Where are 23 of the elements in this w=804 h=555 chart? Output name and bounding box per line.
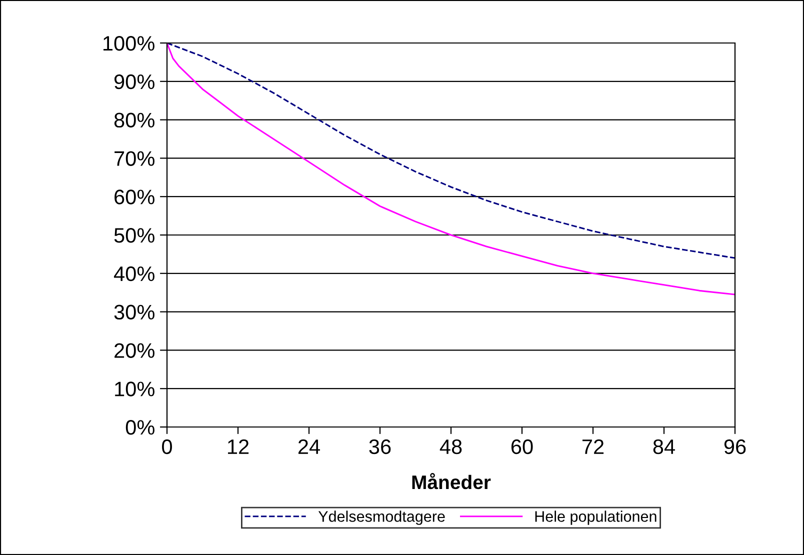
y-tick-label: 40% xyxy=(114,266,154,282)
legend-label: Hele populationen xyxy=(535,510,656,525)
y-tick-label: 80% xyxy=(114,112,154,128)
x-tick-label: 96 xyxy=(724,439,746,454)
x-tick-label: 36 xyxy=(369,439,391,454)
y-tick-label: 70% xyxy=(114,151,154,166)
x-tick-label: 60 xyxy=(511,439,533,454)
x-tick-label: 0 xyxy=(162,439,172,454)
y-tick-label: 30% xyxy=(114,304,154,320)
y-tick-label: 20% xyxy=(114,343,154,358)
x-tick-label: 12 xyxy=(228,439,249,454)
y-tick-label: 0% xyxy=(126,420,154,435)
y-tick-label: 100% xyxy=(104,36,154,51)
x-tick-label: 24 xyxy=(298,439,320,454)
y-tick-label: 60% xyxy=(114,190,154,204)
y-tick-label: 10% xyxy=(115,382,154,396)
legend-label: Ydelsesmodtagere xyxy=(318,510,445,525)
y-tick-label: 90% xyxy=(114,74,154,90)
x-tick-label: 72 xyxy=(582,439,604,454)
y-tick-label: 50% xyxy=(114,228,154,243)
x-tick-label: 84 xyxy=(653,439,675,454)
x-tick-label: 48 xyxy=(440,439,462,454)
x-axis-title: Måneder xyxy=(412,472,491,490)
